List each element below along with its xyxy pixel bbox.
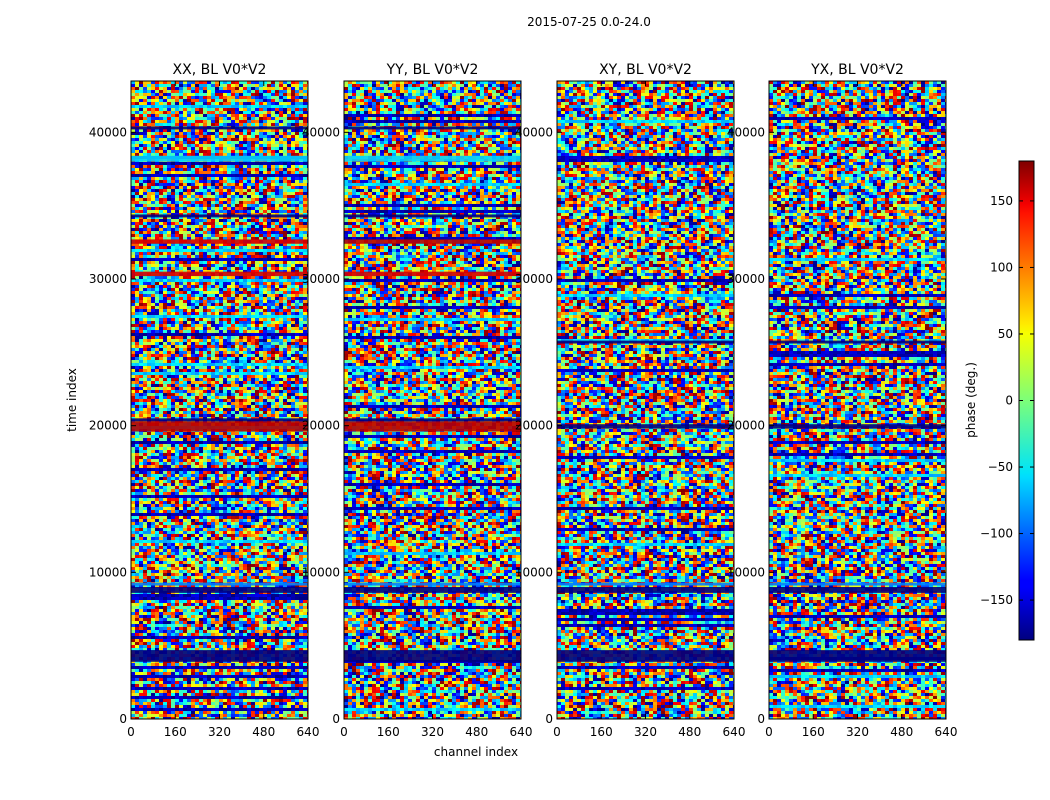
panel-title: YX, BL V0*V2 xyxy=(810,62,904,78)
x-tick-label: 320 xyxy=(208,725,231,739)
x-tick-label: 320 xyxy=(846,725,869,739)
band-3 xyxy=(557,582,734,586)
y-tick-label: 20000 xyxy=(515,419,553,433)
y-axis-label: time index xyxy=(65,368,79,432)
band-8 xyxy=(131,214,308,218)
y-tick-label: 40000 xyxy=(89,125,127,139)
x-tick-label: 0 xyxy=(340,725,348,739)
x-tick-label: 320 xyxy=(634,725,657,739)
panel-title: XY, BL V0*V2 xyxy=(599,62,692,78)
heatmap-texture xyxy=(131,81,308,719)
x-tick-label: 320 xyxy=(421,725,444,739)
y-tick-label: 20000 xyxy=(89,419,127,433)
panels: XX, BL V0*V2 0 160 320 480 640 0 10000 20000 3000… xyxy=(89,62,958,739)
band-5 xyxy=(131,418,308,422)
y-tick-label: 40000 xyxy=(515,125,553,139)
x-axis-label: channel index xyxy=(434,745,518,759)
band-4 xyxy=(131,421,308,432)
band-3 xyxy=(131,582,308,586)
y-tick-label: 20000 xyxy=(302,419,340,433)
x-tick-label: 480 xyxy=(465,725,488,739)
colorbar-tick-label: 50 xyxy=(998,327,1013,341)
band-4 xyxy=(344,421,521,432)
band-5 xyxy=(557,340,734,344)
y-tick-label: 10000 xyxy=(727,565,765,579)
y-tick-label: 10000 xyxy=(89,565,127,579)
band-1 xyxy=(769,650,946,662)
band-10 xyxy=(131,126,308,130)
y-tick-label: 30000 xyxy=(89,272,127,286)
band-2 xyxy=(344,587,521,593)
x-tick-label: 0 xyxy=(553,725,561,739)
band-10 xyxy=(344,126,521,130)
y-tick-label: 40000 xyxy=(302,125,340,139)
band-5 xyxy=(344,418,521,422)
colorbar: −150 −100 −50 0 50 100 150 phase (deg.) xyxy=(964,160,1035,641)
band-1 xyxy=(131,650,308,662)
band-6 xyxy=(344,271,521,277)
band-2 xyxy=(557,587,734,593)
x-tick-label: 160 xyxy=(802,725,825,739)
x-tick-label: 160 xyxy=(590,725,613,739)
band-4 xyxy=(769,424,946,429)
x-tick-label: 0 xyxy=(127,725,135,739)
band-2 xyxy=(769,587,946,593)
y-tick-label: 0 xyxy=(332,712,340,726)
y-tick-label: 30000 xyxy=(727,272,765,286)
band-6 xyxy=(131,271,308,277)
x-tick-label: 160 xyxy=(377,725,400,739)
x-tick-label: 480 xyxy=(252,725,275,739)
band-2 xyxy=(131,587,308,593)
y-tick-label: 30000 xyxy=(515,272,553,286)
colorbar-label: phase (deg.) xyxy=(964,362,978,438)
y-tick-label: 10000 xyxy=(302,565,340,579)
panel-2: YY, BL V0*V2 0 160 320 480 640 0 10000 20000 3000… xyxy=(302,62,533,739)
x-tick-label: 0 xyxy=(765,725,773,739)
band-3 xyxy=(769,582,946,586)
band-8 xyxy=(344,214,521,218)
colorbar-tick-label: −150 xyxy=(980,593,1013,607)
band-9 xyxy=(131,155,308,162)
x-tick-label: 640 xyxy=(723,725,746,739)
band-1 xyxy=(557,650,734,662)
y-tick-label: 0 xyxy=(545,712,553,726)
colorbar-tick-label: −50 xyxy=(988,460,1013,474)
x-tick-label: 480 xyxy=(678,725,701,739)
colorbar-tick-label: 0 xyxy=(1005,394,1013,408)
panel-title: XX, BL V0*V2 xyxy=(173,62,267,78)
panel-1: XX, BL V0*V2 0 160 320 480 640 0 10000 20000 3000… xyxy=(89,62,320,739)
panel-4: YX, BL V0*V2 0 160 320 480 640 0 10000 20000 3000… xyxy=(727,62,958,739)
y-tick-label: 0 xyxy=(757,712,765,726)
x-tick-label: 160 xyxy=(164,725,187,739)
heatmap-texture xyxy=(769,81,946,719)
panel-title: YY, BL V0*V2 xyxy=(386,62,479,78)
heatmap-texture xyxy=(344,81,521,719)
band-5 xyxy=(769,340,946,344)
colorbar-ticks: −150 −100 −50 0 50 100 150 xyxy=(980,194,1034,607)
x-tick-label: 640 xyxy=(297,725,320,739)
y-tick-label: 40000 xyxy=(727,125,765,139)
x-tick-label: 640 xyxy=(510,725,533,739)
colorbar-tick-label: 150 xyxy=(990,194,1013,208)
band-9 xyxy=(344,155,521,162)
band-1 xyxy=(344,650,521,662)
panel-3: XY, BL V0*V2 0 160 320 480 640 0 10000 20000 3000… xyxy=(515,62,746,739)
colorbar-tick-label: 100 xyxy=(990,260,1013,274)
x-tick-label: 640 xyxy=(935,725,958,739)
y-tick-label: 10000 xyxy=(515,565,553,579)
band-7 xyxy=(131,239,308,244)
band-7 xyxy=(344,239,521,244)
x-tick-label: 480 xyxy=(890,725,913,739)
heatmap-texture xyxy=(557,81,734,719)
band-4 xyxy=(557,424,734,429)
band-3 xyxy=(344,582,521,586)
y-tick-label: 0 xyxy=(119,712,127,726)
y-tick-label: 20000 xyxy=(727,419,765,433)
colorbar-tick-label: −100 xyxy=(980,527,1013,541)
y-tick-label: 30000 xyxy=(302,272,340,286)
figure-title: 2015-07-25 0.0-24.0 xyxy=(527,15,651,29)
